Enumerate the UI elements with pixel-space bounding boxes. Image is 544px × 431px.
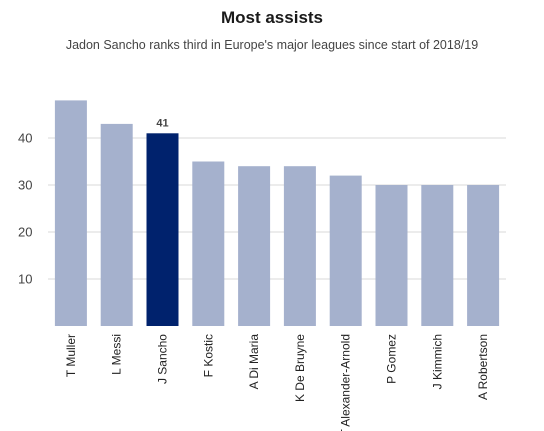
bars xyxy=(54,100,500,327)
y-tick-label: 10 xyxy=(18,272,32,287)
x-tick-label: T Alexander-Arnold xyxy=(339,334,353,431)
bar-k-de-bruyne xyxy=(283,166,316,326)
x-tick-label: J Sancho xyxy=(156,334,170,384)
chart-title: Most assists xyxy=(220,8,324,27)
bar-a-di-maria xyxy=(238,166,271,326)
chart-subtitle: Jadon Sancho ranks third in Europe's maj… xyxy=(65,38,479,52)
data-labels: 41 xyxy=(156,117,168,129)
x-tick-label: A Di Maria xyxy=(247,334,261,390)
bar-j-sancho xyxy=(146,133,179,326)
bar-a-robertson xyxy=(467,185,500,326)
x-tick-label: T Muller xyxy=(64,334,78,377)
y-tick-label: 20 xyxy=(18,225,32,240)
bar-p-gomez xyxy=(375,185,408,326)
y-tick-label: 30 xyxy=(18,178,32,193)
x-tick-label: J Kimmich xyxy=(430,334,444,389)
bar-t-muller xyxy=(54,100,87,327)
bar-f-kostic xyxy=(192,161,225,326)
x-tick-label: K De Bruyne xyxy=(293,334,307,402)
bar-j-kimmich xyxy=(421,185,454,326)
data-label: 41 xyxy=(156,117,168,129)
bar-l-messi xyxy=(100,123,133,327)
bar-t-alexander-arnold xyxy=(329,175,362,326)
y-axis-ticks: 10 20 30 40 xyxy=(18,131,32,287)
x-axis-labels: T Muller L Messi J Sancho F Kostic A Di Mari… xyxy=(64,334,490,431)
x-tick-label: L Messi xyxy=(110,334,124,375)
x-tick-label: P Gomez xyxy=(385,334,399,384)
x-tick-label: F Kostic xyxy=(201,334,215,377)
y-tick-label: 40 xyxy=(18,131,32,146)
x-tick-label: A Robertson xyxy=(476,334,490,400)
